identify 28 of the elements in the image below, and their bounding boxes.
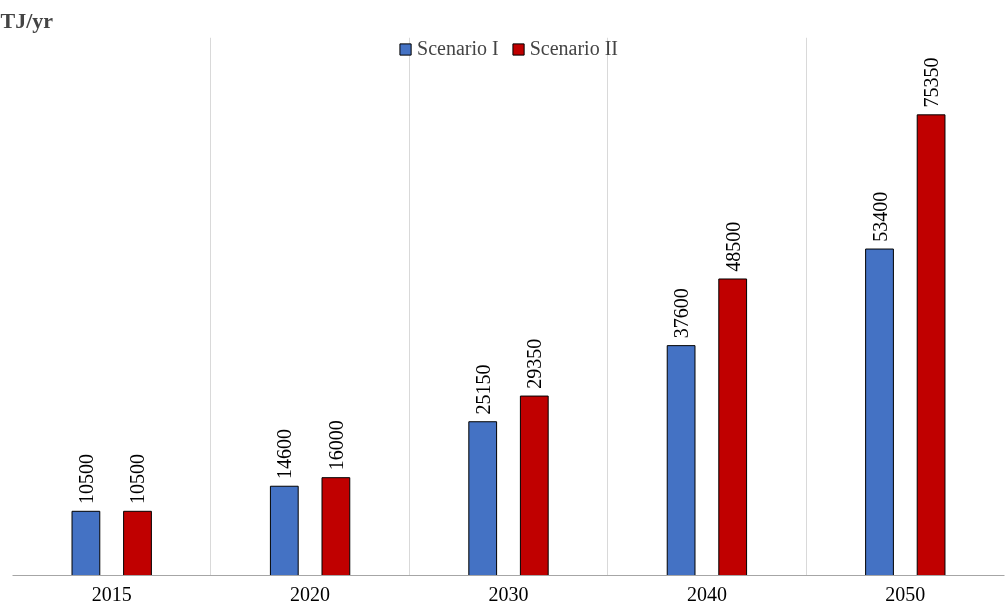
data-label: 53400 xyxy=(868,191,891,242)
data-label: 29350 xyxy=(523,338,546,389)
data-label: 14600 xyxy=(273,428,296,479)
bar xyxy=(519,395,549,576)
data-label: 10500 xyxy=(74,453,97,504)
bar xyxy=(123,510,152,576)
x-tick-label: 2015 xyxy=(91,582,132,603)
bar xyxy=(321,477,351,576)
bar xyxy=(916,114,946,576)
bar xyxy=(666,345,696,576)
bar xyxy=(269,485,299,576)
x-tick-label: 2050 xyxy=(885,582,926,603)
bar xyxy=(865,248,894,576)
data-label: 75350 xyxy=(920,57,943,108)
data-label: 25150 xyxy=(471,364,494,415)
x-tick-label: 2030 xyxy=(488,582,529,603)
data-label: 16000 xyxy=(324,420,347,471)
chart-title: TJ/yr xyxy=(0,7,54,33)
bar xyxy=(718,278,748,576)
legend-label: Scenario I xyxy=(417,37,499,60)
data-label: 10500 xyxy=(126,453,149,504)
data-label: 48500 xyxy=(721,221,744,272)
x-tick-label: 2020 xyxy=(290,582,331,603)
legend-label: Scenario II xyxy=(529,37,618,60)
bar xyxy=(468,421,498,576)
bar xyxy=(71,510,101,576)
x-tick-label: 2040 xyxy=(686,582,727,603)
data-label: 37600 xyxy=(670,288,693,339)
